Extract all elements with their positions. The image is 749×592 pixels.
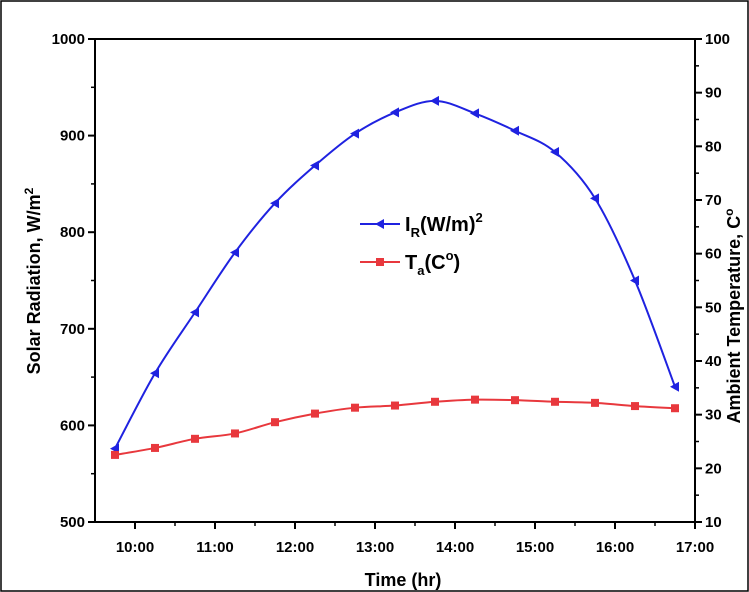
y-right-tick-label: 90: [705, 85, 722, 102]
legend-marker-temperature: [376, 258, 384, 266]
series-point-1: [471, 395, 479, 404]
y-left-tick-label: 500: [60, 514, 85, 531]
y-right-tick-label: 80: [705, 138, 722, 155]
y-right-tick-label: 30: [705, 407, 722, 424]
series-point-1: [311, 409, 319, 418]
legend-irradiance-sup: 2: [476, 210, 483, 225]
series-point-0: [590, 193, 599, 204]
series-point-1: [191, 434, 199, 443]
series-point-1: [671, 404, 679, 413]
series-point-0: [390, 107, 399, 118]
y-right-axis-title-sup: o: [722, 208, 736, 215]
series-point-0: [310, 160, 319, 171]
plot-frame: [94, 38, 696, 523]
x-tick-label: 16:00: [596, 539, 634, 556]
y-right-axis-title: Ambient Temperature, Co: [722, 208, 744, 423]
legend-irradiance-rest: (W/m): [420, 214, 476, 236]
series-point-1: [271, 418, 279, 427]
y-left-axis-title: Solar Radiation, W/m2: [22, 187, 44, 374]
series-point-1: [151, 443, 159, 452]
y-left-tick-label: 1000: [52, 31, 85, 48]
series-point-0: [270, 198, 279, 209]
legend-irradiance-main: I: [405, 214, 411, 236]
y-left-tick-label: 800: [60, 224, 85, 241]
x-tick-label: 15:00: [516, 539, 554, 556]
legend-label-irradiance: IR(W/m)2: [405, 210, 483, 240]
series-layer: [110, 95, 679, 459]
legend-temperature-sup: o: [446, 248, 454, 263]
y-right-tick-label: 50: [705, 299, 722, 316]
y-right-tick-label: 10: [705, 514, 722, 531]
series-point-1: [231, 429, 239, 438]
x-tick-label: 14:00: [436, 539, 474, 556]
series-point-0: [430, 95, 439, 106]
x-axis-title: Time (hr): [365, 570, 442, 590]
series-point-0: [670, 381, 679, 392]
series-line-0: [114, 99, 676, 450]
legend-item-irradiance: IR(W/m)2: [360, 210, 483, 240]
legend-temperature-sub: a: [417, 263, 425, 278]
series-point-1: [351, 403, 359, 412]
y-left-tick-label: 600: [60, 417, 85, 434]
y-left-axis-title-main: Solar Radiation, W/m: [24, 194, 44, 374]
x-tick-label: 12:00: [276, 539, 314, 556]
series-point-1: [511, 396, 519, 405]
legend: IR(W/m)2 Ta(Co): [360, 210, 483, 278]
x-tick-label: 17:00: [676, 539, 714, 556]
legend-temperature-main: T: [405, 252, 417, 274]
y-right-tick-label: 100: [705, 31, 730, 48]
series-point-0: [190, 307, 199, 318]
x-tick-label: 13:00: [356, 539, 394, 556]
y-left-axis-title-sup: 2: [22, 187, 36, 194]
x-tick-label: 11:00: [196, 539, 234, 556]
series-point-1: [631, 402, 639, 411]
legend-marker-irradiance: [375, 219, 384, 229]
series-point-1: [391, 401, 399, 410]
y-right-tick-label: 40: [705, 353, 722, 370]
series-point-1: [111, 450, 119, 459]
y-right-tick-label: 60: [705, 246, 722, 263]
y-right-tick-label: 20: [705, 460, 722, 477]
x-tick-label: 10:00: [116, 539, 154, 556]
series-point-1: [591, 398, 599, 407]
series-point-0: [470, 108, 479, 119]
legend-item-temperature: Ta(Co): [360, 248, 460, 278]
legend-temperature-end: ): [454, 252, 461, 274]
legend-temperature-rest: (C: [424, 252, 445, 274]
series-point-0: [230, 247, 239, 258]
series-point-0: [510, 125, 519, 136]
series-point-0: [150, 368, 159, 379]
y-left-tick-label: 900: [60, 128, 85, 145]
y-right-axis-title-main: Ambient Temperature, C: [724, 216, 744, 424]
series-point-0: [550, 147, 559, 158]
series-point-1: [431, 397, 439, 406]
series-point-1: [551, 397, 559, 406]
series-point-0: [350, 128, 359, 139]
y-right-tick-label: 70: [705, 192, 722, 209]
series-point-0: [630, 275, 639, 286]
legend-irradiance-sub: R: [411, 225, 421, 240]
ticks-layer: 10:00 11:00 12:00 13:00 14:00 15:00 16:00 17:00…: [52, 31, 730, 556]
y-left-tick-label: 700: [60, 321, 85, 338]
legend-label-temperature: Ta(Co): [405, 248, 460, 278]
